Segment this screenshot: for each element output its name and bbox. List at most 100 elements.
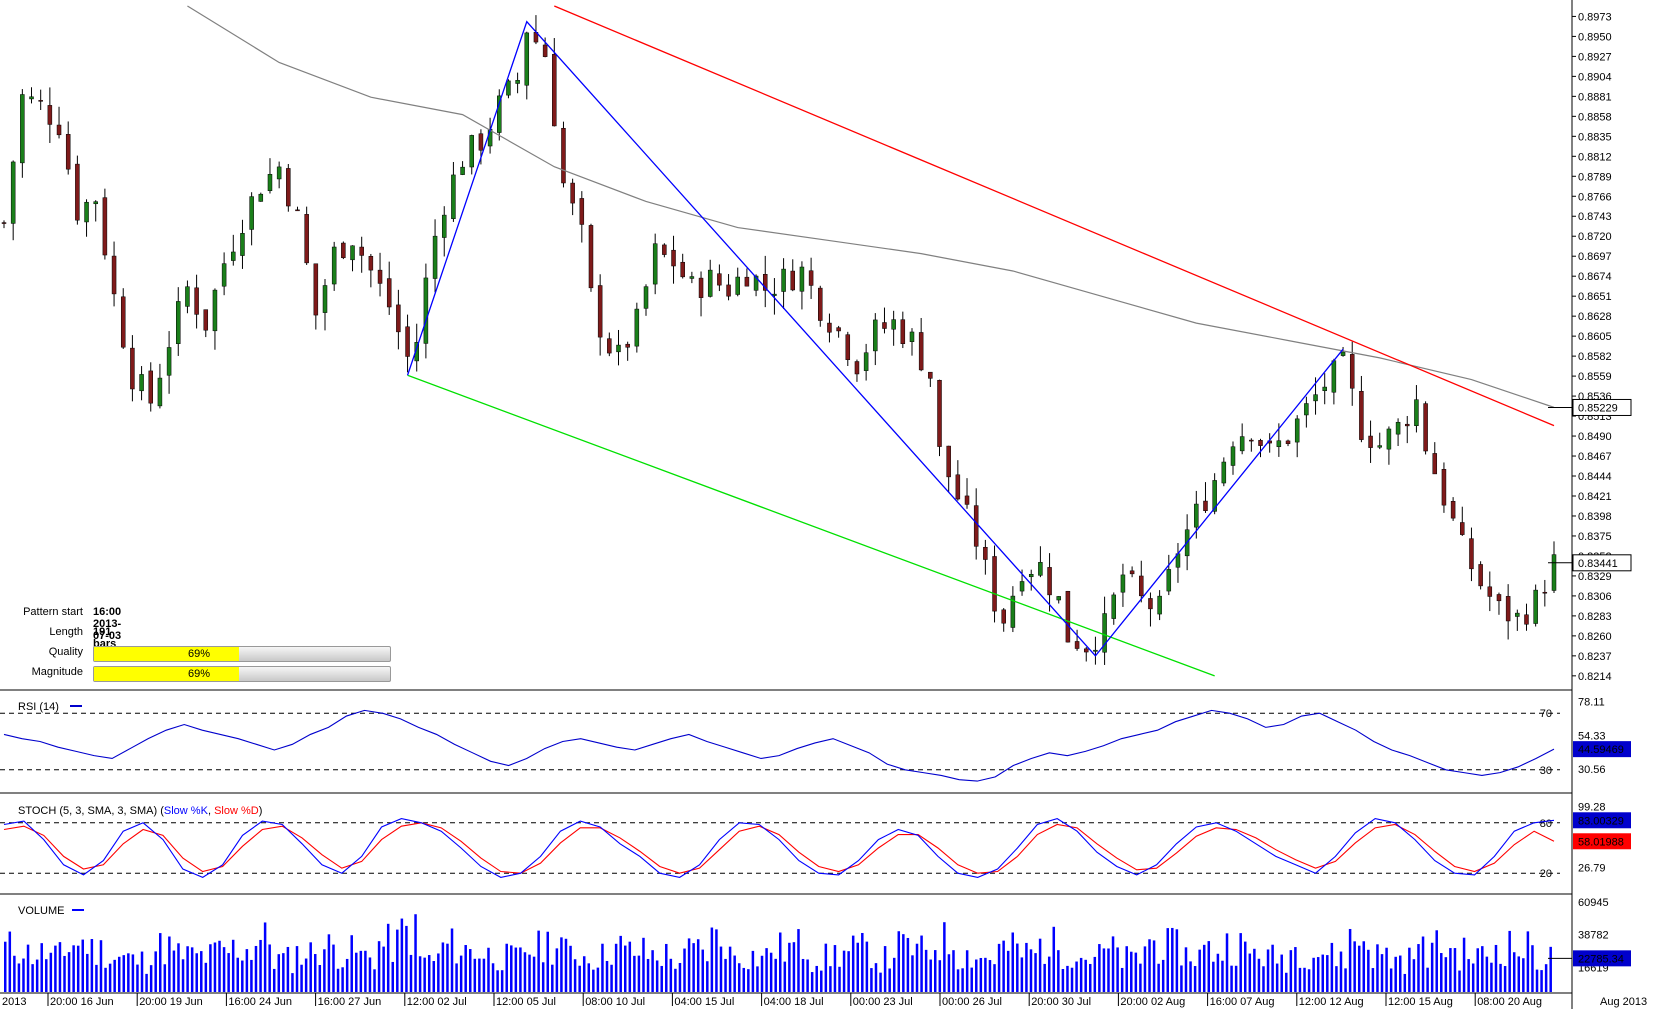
time-tick-label: 12:00 02 Jul bbox=[407, 996, 467, 1008]
volume-bar bbox=[473, 958, 477, 992]
volume-bar bbox=[22, 958, 25, 992]
price-tick-label: 0.8904 bbox=[1578, 71, 1612, 83]
volume-bar bbox=[660, 965, 663, 992]
price-tick-label: 0.8582 bbox=[1578, 351, 1612, 363]
volume-bar bbox=[108, 963, 112, 992]
volume-bar bbox=[642, 937, 645, 992]
volume-bar bbox=[510, 945, 513, 992]
volume-bar bbox=[13, 955, 16, 992]
volume-bar bbox=[1535, 969, 1539, 992]
candle-body bbox=[1395, 421, 1401, 435]
volume-bar bbox=[1544, 964, 1548, 992]
volume-bar bbox=[824, 943, 828, 992]
volume-bar bbox=[268, 944, 271, 992]
volume-bar bbox=[1020, 957, 1024, 992]
candle-body bbox=[38, 100, 43, 102]
volume-bar bbox=[1526, 931, 1530, 992]
volume-bar bbox=[1134, 952, 1138, 992]
volume-bar bbox=[1189, 961, 1192, 992]
candle-body bbox=[1212, 480, 1217, 512]
price-tick-label: 0.8766 bbox=[1578, 191, 1612, 203]
volume-bar bbox=[956, 969, 960, 992]
volume-bar bbox=[1481, 946, 1484, 992]
volume-tick-label: 60945 bbox=[1578, 897, 1609, 909]
candle-body bbox=[93, 201, 98, 205]
time-tick-label: 08:00 10 Jul bbox=[585, 996, 645, 1008]
volume-bar bbox=[464, 945, 467, 992]
volume-bar bbox=[1330, 942, 1334, 992]
volume-bar bbox=[737, 963, 741, 992]
candle-body bbox=[1405, 423, 1410, 427]
candle-body bbox=[726, 284, 731, 297]
candle-body bbox=[946, 445, 951, 478]
volume-bar bbox=[1052, 926, 1056, 992]
price-tick-label: 0.8398 bbox=[1578, 511, 1612, 523]
candle-body bbox=[350, 245, 355, 261]
candle-body bbox=[497, 95, 502, 133]
volume-bar bbox=[879, 972, 882, 992]
volume-bar bbox=[286, 946, 290, 992]
volume-bar bbox=[1239, 933, 1242, 992]
volume-bar bbox=[537, 930, 540, 992]
volume-bar bbox=[724, 958, 727, 992]
candle-body bbox=[506, 80, 511, 96]
candle-body bbox=[139, 374, 144, 392]
volume-bar bbox=[792, 942, 796, 992]
volume-bar bbox=[1321, 954, 1324, 992]
volume-bar bbox=[970, 967, 973, 992]
volume-bar bbox=[1303, 967, 1306, 992]
volume-bar bbox=[596, 967, 600, 992]
volume-bar bbox=[4, 941, 7, 992]
volume-bar bbox=[993, 964, 996, 992]
moving-average-line bbox=[187, 5, 1555, 408]
price-tick-label: 0.8812 bbox=[1578, 151, 1612, 163]
volume-bar bbox=[1271, 944, 1274, 992]
volume-bar bbox=[569, 945, 572, 992]
volume-bar bbox=[8, 931, 12, 992]
price-tick-label: 0.8421 bbox=[1578, 491, 1612, 503]
volume-bar bbox=[938, 960, 942, 992]
stoch-k-value-text: 83.00329 bbox=[1578, 815, 1624, 827]
pattern-start-label: Pattern start bbox=[23, 606, 83, 618]
volume-bar bbox=[1152, 940, 1156, 992]
volume-bar bbox=[300, 964, 303, 992]
candle-body bbox=[249, 196, 254, 230]
candle-body bbox=[1294, 418, 1300, 443]
price-tick-label: 0.8789 bbox=[1578, 171, 1612, 183]
price-tag-box bbox=[1572, 554, 1632, 572]
volume-bar bbox=[136, 964, 139, 992]
candle-body bbox=[1074, 641, 1080, 649]
volume-bar bbox=[1499, 963, 1502, 992]
time-axis-end-label: Aug 2013 bbox=[1600, 996, 1647, 1008]
candle-body bbox=[221, 263, 227, 287]
candle-body bbox=[1542, 591, 1548, 594]
volume-bar bbox=[304, 958, 308, 992]
candle-body bbox=[1001, 609, 1006, 624]
volume-bar bbox=[140, 951, 144, 992]
volume-bar bbox=[355, 952, 358, 992]
volume-bar bbox=[332, 944, 335, 992]
volume-bar bbox=[692, 943, 695, 992]
volume-bar bbox=[779, 932, 782, 992]
candle-body bbox=[56, 124, 62, 136]
length-label: Length bbox=[49, 626, 83, 638]
candle-body bbox=[1313, 394, 1318, 402]
volume-bar bbox=[327, 934, 331, 992]
candle-body bbox=[1441, 469, 1447, 506]
volume-bar bbox=[687, 938, 691, 992]
candle-body bbox=[1, 222, 7, 224]
volume-bar bbox=[295, 946, 299, 992]
volume-bar bbox=[254, 945, 258, 992]
candle-body bbox=[102, 197, 108, 256]
volume-bar bbox=[1234, 965, 1238, 992]
volume-bar bbox=[797, 929, 800, 992]
candle-body bbox=[1065, 590, 1071, 643]
candle-body bbox=[414, 342, 419, 362]
candle-body bbox=[662, 244, 667, 255]
volume-bar bbox=[1435, 930, 1438, 992]
price-tick-label: 0.8881 bbox=[1578, 91, 1612, 103]
volume-bar bbox=[469, 949, 472, 992]
volume-bar bbox=[117, 956, 121, 992]
volume-bar bbox=[815, 965, 818, 992]
price-tick-label: 0.8628 bbox=[1578, 311, 1612, 323]
